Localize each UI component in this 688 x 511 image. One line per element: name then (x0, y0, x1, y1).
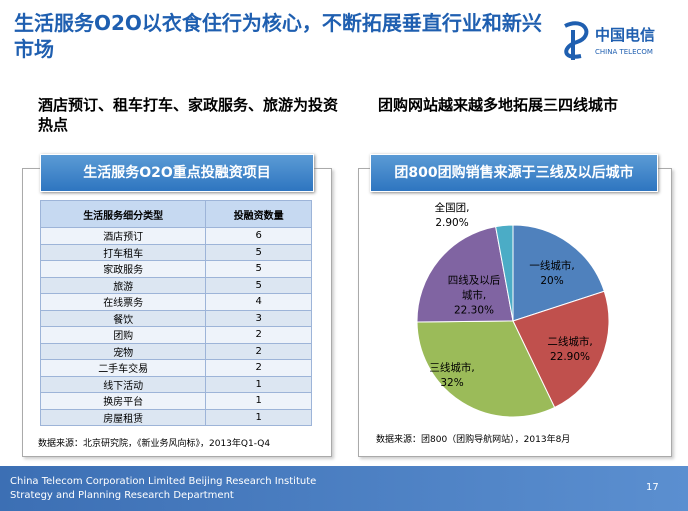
table-row: 旅游 5 (39, 276, 312, 294)
table-cell: 旅游 (39, 276, 207, 294)
footer: China Telecom Corporation Limited Beijin… (0, 466, 688, 511)
column-header: 投融资数量 (205, 200, 312, 228)
table-cell: 2 (205, 342, 312, 360)
pie-slice (416, 320, 556, 418)
slice-label: 四线及以后城市, 22.30% (443, 274, 505, 319)
value-label: 22.90% (549, 351, 591, 363)
right-banner: 团800团购销售来源于三线及以后城市 (370, 154, 658, 192)
table-cell: 6 (205, 227, 312, 245)
pie-slice (512, 290, 610, 409)
logo-cn: 中国电信 (595, 26, 655, 44)
category-label: 四线及以后城市, (447, 274, 501, 302)
table-cell: 酒店预订 (39, 227, 207, 245)
right-heading: 团购网站越来越多地拓展三四线城市 (378, 96, 619, 114)
table-cell: 餐饮 (39, 309, 207, 327)
table-cell: 线下活动 (39, 375, 207, 393)
footer-line: China Telecom Corporation Limited Beijin… (10, 476, 317, 487)
header-row: 生活服务细分类型 投融资数量 (39, 200, 312, 228)
logo: 中国电信 CHINA TELECOM (564, 21, 655, 60)
table-cell: 1 (205, 392, 312, 410)
table-cell: 房屋租赁 (39, 408, 207, 426)
logo-en: CHINA TELECOM (595, 48, 653, 56)
table-row: 线下活动 1 (39, 375, 312, 393)
right-source: 数据来源：团800（团购导航网站），2013年8月 (376, 435, 571, 445)
table-row: 在线票务 4 (39, 293, 312, 311)
value-label: 22.30% (453, 304, 495, 317)
category-label: 一线城市, (529, 260, 575, 272)
value-label: 32% (440, 377, 464, 389)
value-label: 20% (540, 275, 564, 287)
table-row: 换房平台 1 (39, 392, 312, 410)
table-row: 宠物 2 (39, 342, 312, 360)
table-cell: 1 (205, 408, 312, 426)
slice-label: 一线城市, 20% (507, 259, 597, 289)
slice-label: 二线城市, 22.90% (525, 335, 615, 365)
category-label: 三线城市, (429, 362, 475, 374)
logo-mark (564, 21, 589, 60)
table-cell: 5 (205, 243, 312, 261)
left-banner: 生活服务O2O重点投融资项目 (40, 154, 314, 192)
table-cell: 5 (205, 276, 312, 294)
footer-line: Strategy and Planning Research Departmen… (10, 490, 234, 501)
table-row: 房屋租赁 1 (39, 408, 312, 426)
table: 生活服务细分类型 投融资数量 酒店预订 6 打车租车 5 家政服务 5 旅游 5 在线票务 4 餐饮 3 团… (39, 200, 312, 426)
pie-slice (495, 224, 514, 322)
pie-slice (416, 226, 514, 323)
table-cell: 换房平台 (39, 392, 207, 410)
page-number: 17 (646, 482, 659, 493)
pie-slice (512, 224, 605, 322)
slide-title: 生活服务O2O以衣食住行为核心，不断拓展垂直行业和新兴市场 (14, 11, 542, 61)
slice-label: 三线城市, 32% (407, 361, 497, 391)
category-label: 全国团, (434, 202, 470, 214)
table-row: 酒店预订 6 (39, 227, 312, 245)
column-header: 生活服务细分类型 (39, 200, 207, 228)
table-cell: 1 (205, 375, 312, 393)
table-row: 餐饮 3 (39, 309, 312, 327)
left-source: 数据来源：北京研究院，《新业务风向标》，2013年Q1-Q4 (38, 439, 271, 449)
left-heading: 酒店预订、租车打车、家政服务、旅游为投资热点 (38, 96, 339, 134)
category-label: 二线城市, (547, 336, 593, 348)
slice-label: 全国团, 2.90% (407, 201, 497, 231)
table-cell: 宠物 (39, 342, 207, 360)
value-label: 2.90% (435, 217, 469, 229)
table-cell: 打车租车 (39, 243, 207, 261)
table-row: 打车租车 5 (39, 243, 312, 261)
